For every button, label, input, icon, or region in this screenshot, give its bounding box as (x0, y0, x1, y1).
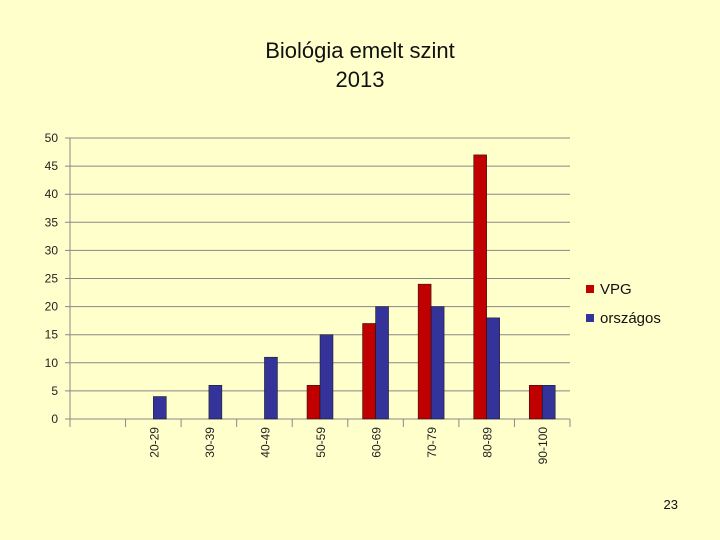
x-tick-label: 50-59 (314, 427, 328, 458)
x-tick-label: 90-100 (536, 427, 550, 465)
bar-VPG-50-59 (306, 385, 321, 420)
bar-országos-90-100 (541, 385, 556, 420)
bar-országos-40-49 (264, 356, 278, 420)
bar-VPG-90-100 (528, 385, 543, 420)
y-tick-label: 10 (45, 356, 59, 370)
y-tick-label: 25 (45, 272, 59, 286)
bar-országos-50-59 (319, 334, 334, 420)
chart-title: Biológia emelt szint (265, 38, 455, 63)
y-tick-label: 0 (51, 412, 58, 426)
legend-swatch (586, 285, 594, 293)
x-tick-label: 80-89 (481, 427, 495, 458)
legend-label: országos (600, 310, 661, 327)
bar-országos-60-69 (375, 306, 389, 420)
legend-swatch (586, 314, 594, 322)
y-tick-label: 15 (45, 328, 59, 342)
bar-országos-70-79 (430, 306, 445, 420)
chart-subtitle: 2013 (335, 67, 385, 92)
bar-VPG-60-69 (362, 323, 376, 420)
y-tick-label: 35 (45, 215, 59, 229)
x-tick-label: 70-79 (425, 427, 439, 458)
x-tick-label: 20-29 (147, 427, 161, 458)
x-tick-label: 60-69 (370, 427, 384, 458)
bar-VPG-80-89 (473, 154, 487, 420)
legend-label: VPG (600, 281, 632, 298)
x-tick-label: 40-49 (258, 427, 272, 458)
y-tick-label: 45 (45, 159, 59, 173)
y-tick-label: 5 (51, 384, 58, 398)
y-tick-label: 20 (45, 300, 59, 314)
bar-VPG-70-79 (417, 283, 432, 420)
bar-országos-20-29 (153, 396, 167, 420)
bar-országos-30-39 (208, 385, 223, 420)
x-tick-label: 30-39 (203, 427, 217, 458)
bar-országos-80-89 (486, 317, 500, 420)
y-tick-label: 40 (45, 187, 59, 201)
y-tick-label: 30 (45, 243, 59, 257)
page-number: 23 (663, 497, 678, 512)
y-tick-label: 50 (45, 131, 59, 145)
